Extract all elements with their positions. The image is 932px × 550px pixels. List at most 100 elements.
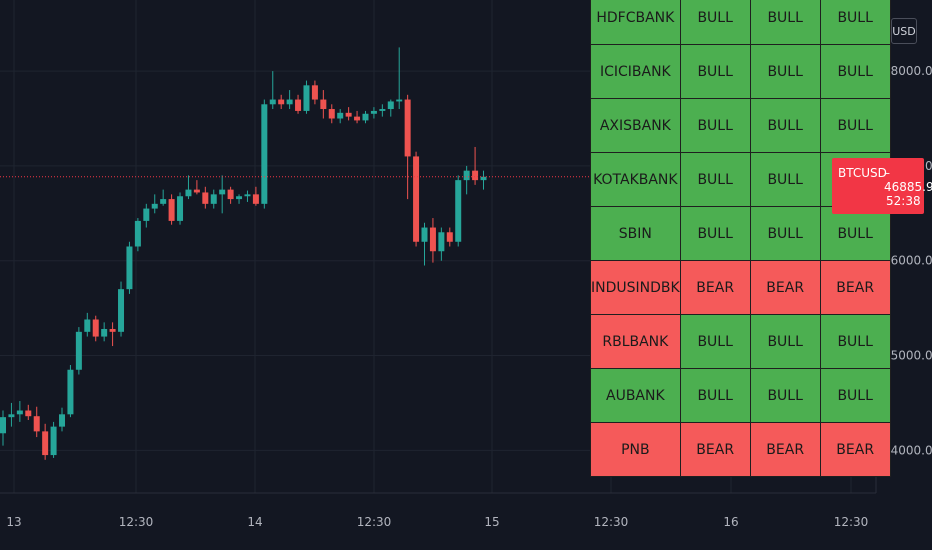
signal-value-cell: BULL	[819, 0, 891, 45]
candle	[227, 186, 234, 204]
candle	[261, 99, 268, 209]
candle	[370, 107, 377, 119]
candle-body	[379, 109, 386, 111]
signal-value-cell: BEAR	[679, 422, 751, 477]
candle	[320, 90, 327, 119]
candle-body	[16, 410, 23, 415]
candle	[50, 421, 57, 458]
candle-body	[8, 414, 15, 418]
candle	[396, 47, 403, 110]
candle-body	[227, 189, 234, 200]
signal-value-cell: BULL	[679, 368, 751, 423]
candle	[421, 222, 428, 266]
candle-body	[337, 112, 344, 119]
signal-value-cell: BULL	[749, 314, 821, 369]
candle-body	[404, 99, 411, 157]
time-axis[interactable]: 13 12:30 14 12:30 15 12:30 16 12:30	[6, 515, 868, 529]
candle-body	[413, 156, 420, 242]
x-tick-label: 12:30	[119, 515, 154, 529]
last-price-value: – 46885.96	[884, 166, 932, 194]
candle	[472, 146, 479, 185]
candle-body	[236, 196, 243, 200]
candle	[362, 110, 369, 124]
candle-body	[480, 176, 487, 181]
candle-body	[362, 113, 369, 121]
candle-body	[92, 319, 99, 337]
signal-symbol-cell: HDFCBANK	[590, 0, 681, 45]
candle	[134, 218, 141, 252]
signal-symbol-cell: AXISBANK	[590, 98, 681, 153]
candle	[269, 71, 276, 110]
candle-body	[134, 220, 141, 247]
candle	[75, 327, 82, 375]
candle	[101, 322, 108, 342]
signal-value-cell: BEAR	[819, 422, 891, 477]
candle-body	[59, 414, 66, 427]
currency-label: USD	[892, 24, 916, 38]
candle-body	[143, 208, 150, 221]
candle	[118, 281, 125, 337]
candle-body	[210, 194, 217, 204]
candle-body	[421, 227, 428, 242]
candle	[480, 170, 487, 190]
currency-button[interactable]: USD	[891, 18, 917, 44]
signal-value-cell: BULL	[819, 206, 891, 261]
candle-body	[429, 227, 436, 252]
signal-symbol-cell: KOTAKBANK	[590, 152, 681, 207]
x-tick-label: 12:30	[834, 515, 869, 529]
candle-body	[75, 331, 82, 370]
candle-body	[177, 196, 184, 221]
candle-body	[438, 232, 445, 252]
x-tick-label: 14	[247, 515, 262, 529]
signal-value-cell: BULL	[749, 0, 821, 45]
candle	[413, 151, 420, 247]
candle	[387, 99, 394, 117]
candle	[25, 404, 32, 420]
candle	[143, 203, 150, 228]
candle-body	[67, 369, 74, 415]
x-tick-label: 16	[723, 515, 738, 529]
signal-value-cell: BEAR	[749, 260, 821, 315]
x-tick-label: 15	[484, 515, 499, 529]
candle	[92, 315, 99, 342]
candle	[193, 180, 200, 195]
candle	[210, 189, 217, 209]
signal-value-cell: BEAR	[749, 422, 821, 477]
signal-value-cell: BULL	[749, 44, 821, 99]
signal-symbol-cell: AUBANK	[590, 368, 681, 423]
signal-value-cell: BULL	[819, 44, 891, 99]
candle-body	[84, 319, 91, 332]
candle-body	[252, 194, 259, 204]
signal-symbol-cell: PNB	[590, 422, 681, 477]
candle	[446, 227, 453, 247]
candle-body	[160, 199, 167, 204]
signal-row: AUBANK BULL BULL BULL	[590, 368, 891, 423]
signal-value-cell: BULL	[819, 98, 891, 153]
signal-symbol-cell: ICICIBANK	[590, 44, 681, 99]
signal-value-cell: BEAR	[679, 260, 751, 315]
candle-body	[109, 328, 116, 332]
signal-value-cell: BULL	[749, 98, 821, 153]
candle	[429, 218, 436, 263]
candle	[455, 175, 462, 247]
candle	[354, 110, 361, 124]
candle	[438, 227, 445, 261]
candle	[67, 365, 74, 418]
signal-value-cell: BULL	[679, 152, 751, 207]
signal-row: ICICIBANK BULL BULL BULL	[590, 44, 891, 99]
candle-body	[101, 328, 108, 337]
signal-symbol-cell: SBIN	[590, 206, 681, 261]
candle-body	[370, 110, 377, 114]
candle	[168, 194, 175, 225]
x-tick-label: 13	[6, 515, 21, 529]
candle	[109, 322, 116, 347]
candle	[295, 94, 302, 114]
signal-value-cell: BULL	[679, 0, 751, 45]
candle	[379, 104, 386, 117]
bar-countdown: 52:38	[886, 194, 921, 208]
candle	[219, 175, 226, 214]
signal-table: HDFCBANK BULL BULL BULL ICICIBANK BULL BULL BUL…	[590, 0, 891, 477]
signal-row: AXISBANK BULL BULL BULL	[590, 98, 891, 153]
candle-body	[25, 410, 32, 417]
candle	[8, 402, 15, 427]
